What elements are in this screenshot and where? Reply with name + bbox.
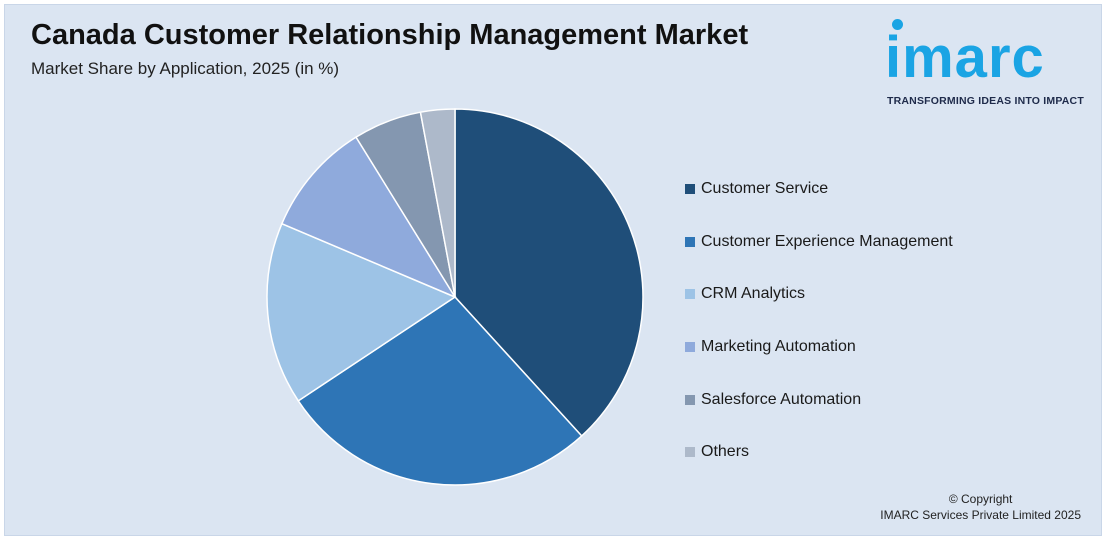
chart-legend: Customer Service Customer Experience Mana… <box>685 163 953 479</box>
logo-dot-icon <box>892 19 903 30</box>
legend-label-customer-experience-management: Customer Experience Management <box>701 232 953 250</box>
pie-slice-customer-experience-management <box>297 296 583 486</box>
pie-slice-others <box>419 108 456 298</box>
copyright-line-1: © Copyright <box>948 492 1013 506</box>
legend-item-crm-analytics: CRM Analytics <box>685 268 953 321</box>
legend-label-marketing-automation: Marketing Automation <box>701 338 856 356</box>
legend-item-customer-service: Customer Service <box>685 163 953 216</box>
legend-item-customer-experience-management: Customer Experience Management <box>685 216 953 269</box>
chart-subtitle: Market Share by Application, 2025 (in %) <box>31 59 340 78</box>
logo-tagline: TRANSFORMING IDEAS INTO IMPACT <box>887 95 1084 107</box>
pie-chart <box>266 108 644 486</box>
copyright-notice: © Copyright IMARC Services Private Limit… <box>880 491 1081 523</box>
legend-swatch-others <box>685 447 695 458</box>
pie-slice-customer-service <box>454 108 644 437</box>
logo-wordmark: imarc <box>885 25 1045 90</box>
legend-label-customer-service: Customer Service <box>701 180 829 198</box>
legend-swatch-customer-service <box>685 184 695 195</box>
legend-swatch-salesforce-automation <box>685 394 695 405</box>
legend-item-salesforce-automation: Salesforce Automation <box>685 373 953 426</box>
legend-label-salesforce-automation: Salesforce Automation <box>701 390 862 408</box>
legend-label-others: Others <box>701 443 750 461</box>
pie-slice-marketing-automation <box>280 136 457 299</box>
legend-item-others: Others <box>685 426 953 479</box>
imarc-logo: imarc TRANSFORMING IDEAS INTO IMPACT <box>883 15 1099 111</box>
legend-label-crm-analytics: CRM Analytics <box>701 285 806 303</box>
legend-swatch-crm-analytics <box>685 289 695 300</box>
legend-swatch-marketing-automation <box>685 342 695 353</box>
chart-panel: Canada Customer Relationship Management … <box>4 4 1102 536</box>
pie-slice-crm-analytics <box>266 222 457 402</box>
copyright-line-2: IMARC Services Private Limited 2025 <box>880 508 1081 522</box>
legend-item-marketing-automation: Marketing Automation <box>685 321 953 374</box>
legend-swatch-customer-experience-management <box>685 236 695 247</box>
chart-title: Canada Customer Relationship Management … <box>31 19 749 51</box>
